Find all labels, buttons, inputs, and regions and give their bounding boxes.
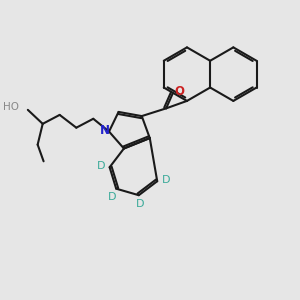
Text: D: D [107,192,116,202]
Text: O: O [174,85,184,98]
Text: N: N [100,124,110,136]
Text: D: D [97,161,106,171]
Text: D: D [162,175,170,185]
Text: D: D [136,199,145,209]
Text: HO: HO [3,102,19,112]
